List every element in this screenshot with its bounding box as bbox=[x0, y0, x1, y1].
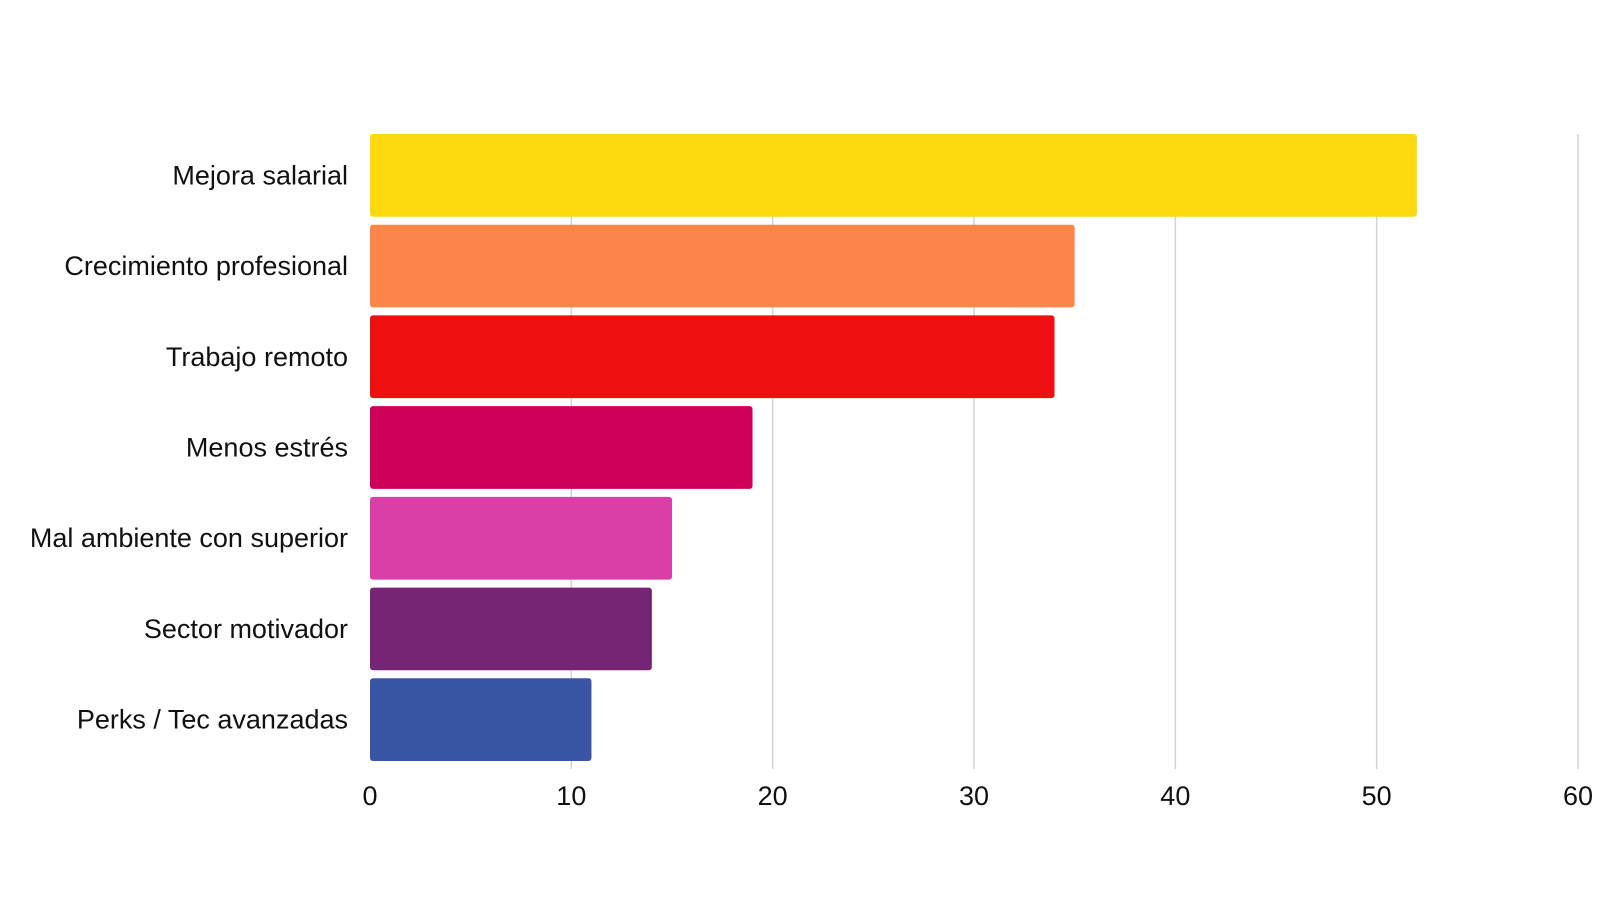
bar bbox=[370, 587, 652, 671]
bar bbox=[370, 315, 1055, 399]
bars bbox=[370, 134, 1417, 761]
x-tick-label: 0 bbox=[362, 781, 377, 811]
category-label: Mejora salarial bbox=[172, 160, 348, 190]
category-label: Mal ambiente con superior bbox=[30, 523, 348, 553]
category-label: Perks / Tec avanzadas bbox=[77, 705, 348, 735]
bar bbox=[370, 224, 1075, 308]
x-tick-label: 40 bbox=[1160, 781, 1190, 811]
x-tick-label: 60 bbox=[1563, 781, 1593, 811]
bar bbox=[370, 496, 672, 580]
category-labels: Mejora salarial Crecimiento profesional Tr… bbox=[30, 160, 348, 734]
category-label: Trabajo remoto bbox=[166, 342, 348, 372]
category-label: Crecimiento profesional bbox=[64, 251, 348, 281]
x-tick-label: 10 bbox=[556, 781, 586, 811]
x-axis-ticks: 0 10 20 30 40 50 60 bbox=[362, 781, 1593, 811]
x-tick-label: 50 bbox=[1362, 781, 1392, 811]
x-tick-label: 20 bbox=[758, 781, 788, 811]
bar bbox=[370, 678, 592, 761]
bar bbox=[370, 134, 1417, 217]
x-tick-label: 30 bbox=[959, 781, 989, 811]
category-label: Sector motivador bbox=[144, 614, 348, 644]
category-label: Menos estrés bbox=[186, 433, 348, 463]
bar bbox=[370, 406, 753, 489]
